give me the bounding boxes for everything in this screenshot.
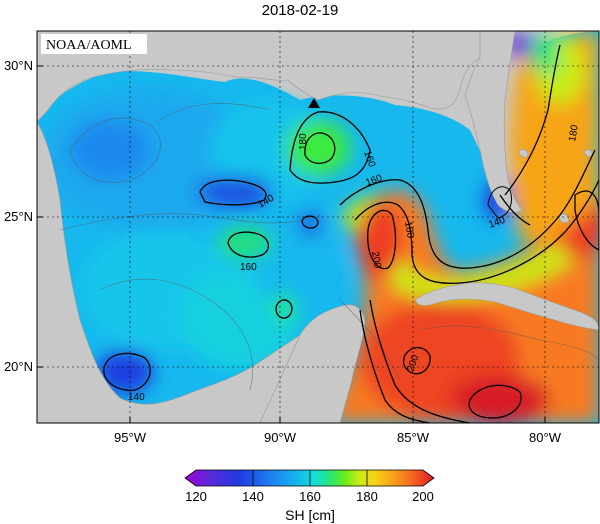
- keys-low-contour: [487, 186, 512, 219]
- colorbar-tick-180: 180: [356, 489, 378, 504]
- lon-label-90: 90°W: [264, 430, 297, 445]
- lon-axis: 95°W 90°W 85°W 80°W: [114, 417, 562, 445]
- colorbar-divisions: [252, 470, 368, 486]
- lon-label-80: 80°W: [529, 430, 562, 445]
- contour-label-160-center: 160: [240, 262, 257, 273]
- colorbar-tick-120: 120: [185, 489, 207, 504]
- colorbar-tick-140: 140: [242, 489, 264, 504]
- map-frame: [36, 30, 600, 424]
- contour-label-180-b: 180: [402, 221, 416, 240]
- colorbar-label: SH [cm]: [285, 507, 335, 523]
- graticule: [37, 31, 599, 423]
- station-marker-icon: [308, 98, 320, 108]
- minor-contours: [59, 103, 599, 391]
- map-area: 180 160 160 140 160 200 180 200 140 180 …: [37, 31, 599, 423]
- contour-label-180-loop: 180: [298, 133, 309, 150]
- badge-box: [41, 34, 147, 54]
- lat-label-25: 25°N: [4, 209, 33, 224]
- land-masses: [37, 31, 599, 423]
- colorbar: 120 140 160 180 200 SH [cm]: [184, 469, 435, 523]
- contour-label-180-east: 180: [567, 124, 581, 143]
- major-contours: [103, 44, 599, 423]
- lat-axis: 30°N 25°N 20°N: [4, 58, 43, 374]
- lat-label-20: 20°N: [4, 359, 33, 374]
- badge-text: NOAA/AOML: [46, 38, 132, 53]
- colorbar-tick-200: 200: [412, 489, 434, 504]
- lat-label-30: 30°N: [4, 58, 33, 73]
- colorbar-bar: [184, 469, 435, 487]
- contour-label-200-a: 200: [369, 251, 383, 270]
- ocean-field: [37, 31, 599, 423]
- contour-label-140-south: 140: [128, 392, 145, 403]
- colorbar-tick-160: 160: [299, 489, 321, 504]
- map-title: 2018-02-19: [261, 2, 339, 19]
- lon-label-95: 95°W: [114, 430, 147, 445]
- lon-label-85: 85°W: [397, 430, 430, 445]
